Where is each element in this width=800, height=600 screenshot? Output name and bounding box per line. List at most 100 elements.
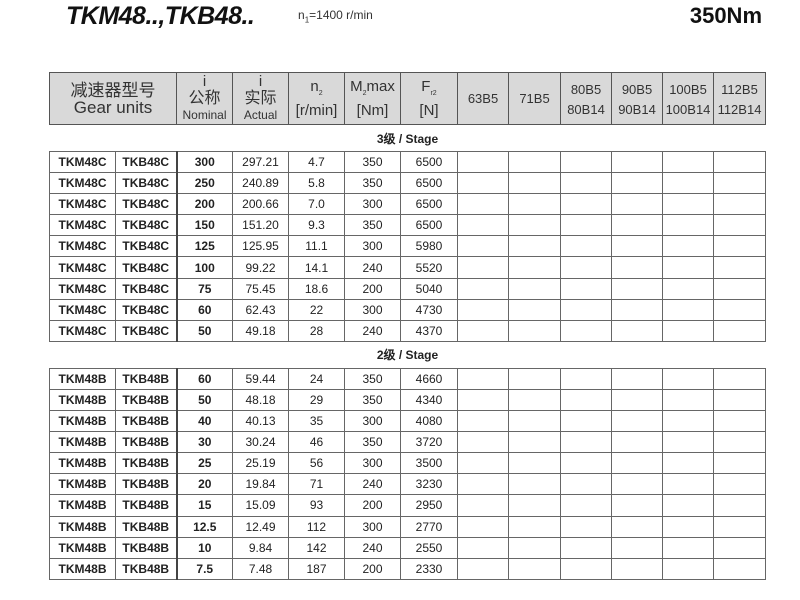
motor-cell xyxy=(662,452,714,475)
motor-cell xyxy=(713,452,766,475)
motor-cell xyxy=(560,298,612,321)
motor-cell xyxy=(457,410,509,433)
ratio-actual: 297.21 xyxy=(232,150,289,174)
ratio-nominal: 60 xyxy=(176,367,233,390)
motor-cell xyxy=(662,536,714,559)
ratio-actual: 48.18 xyxy=(232,388,289,412)
model-tkm: TKM48B xyxy=(49,452,116,475)
motor-cell xyxy=(560,431,612,454)
motor-cell xyxy=(457,431,509,454)
motor-cell xyxy=(560,557,612,580)
motor-cell xyxy=(457,557,509,580)
max-torque: 240 xyxy=(344,256,401,279)
ratio-actual: 151.20 xyxy=(232,214,289,237)
motor-cell xyxy=(560,494,612,517)
motor-cell xyxy=(662,515,714,538)
max-torque: 240 xyxy=(344,536,401,559)
motor-cell xyxy=(713,494,766,517)
output-speed: 7.0 xyxy=(288,193,345,216)
header-motor: 100B5 100B14 xyxy=(662,72,714,125)
radial-load: 6500 xyxy=(400,214,458,237)
radial-load: 4660 xyxy=(400,367,458,390)
ratio-actual: 25.19 xyxy=(232,452,289,475)
radial-load: 2330 xyxy=(400,557,458,580)
motor-cell xyxy=(508,367,561,390)
max-torque: 300 xyxy=(344,298,401,321)
output-speed: 14.1 xyxy=(288,256,345,279)
model-tkm: TKM48C xyxy=(49,150,116,174)
table-row: TKM48C TKB48C 200 200.66 7.0 300 6500 xyxy=(49,193,766,216)
model-tkb: TKB48B xyxy=(115,410,178,433)
radial-load: 6500 xyxy=(400,150,458,174)
motor-cell xyxy=(662,473,714,496)
ratio-nominal: 20 xyxy=(176,473,233,496)
output-speed: 5.8 xyxy=(288,172,345,195)
table-row: TKM48C TKB48C 100 99.22 14.1 240 5520 xyxy=(49,256,766,279)
motor-cell xyxy=(560,150,612,174)
model-tkb: TKB48B xyxy=(115,515,178,538)
radial-load: 3230 xyxy=(400,473,458,496)
radial-load: 4080 xyxy=(400,410,458,433)
ratio-actual: 9.84 xyxy=(232,536,289,559)
model-tkb: TKB48B xyxy=(115,367,178,390)
model-tkb: TKB48B xyxy=(115,557,178,580)
model-tkb: TKB48B xyxy=(115,452,178,475)
motor-cell xyxy=(508,388,561,412)
motor-cell xyxy=(560,193,612,216)
model-tkm: TKM48B xyxy=(49,536,116,559)
motor-cell xyxy=(508,235,561,258)
motor-cell xyxy=(508,473,561,496)
table-row: TKM48C TKB48C 75 75.45 18.6 200 5040 xyxy=(49,277,766,300)
motor-cell xyxy=(457,388,509,412)
output-speed: 71 xyxy=(288,473,345,496)
output-speed: 28 xyxy=(288,319,345,342)
motor-cell xyxy=(508,298,561,321)
motor-cell xyxy=(662,494,714,517)
table-row: TKM48C TKB48C 125 125.95 11.1 300 5980 xyxy=(49,235,766,258)
motor-cell xyxy=(508,256,561,279)
motor-cell xyxy=(457,536,509,559)
motor-cell xyxy=(508,319,561,342)
motor-cell xyxy=(457,319,509,342)
motor-cell xyxy=(611,172,663,195)
motor-cell xyxy=(611,557,663,580)
model-tkb: TKB48C xyxy=(115,319,178,342)
motor-cell xyxy=(713,235,766,258)
ratio-nominal: 250 xyxy=(176,172,233,195)
max-torque: 300 xyxy=(344,193,401,216)
motor-cell xyxy=(713,319,766,342)
radial-load: 2770 xyxy=(400,515,458,538)
ratio-nominal: 60 xyxy=(176,298,233,321)
ratio-nominal: 7.5 xyxy=(176,557,233,580)
ratio-actual: 40.13 xyxy=(232,410,289,433)
max-torque: 200 xyxy=(344,557,401,580)
header-motor: 63B5 xyxy=(457,72,509,125)
model-tkm: TKM48C xyxy=(49,172,116,195)
motor-cell xyxy=(713,150,766,174)
ratio-actual: 15.09 xyxy=(232,494,289,517)
motor-cell xyxy=(457,150,509,174)
motor-cell xyxy=(457,172,509,195)
header-gear-units: 减速器型号 Gear units xyxy=(49,72,177,125)
input-speed: n1=1400 r/min xyxy=(298,8,373,25)
model-tkm: TKM48B xyxy=(49,515,116,538)
ratio-nominal: 75 xyxy=(176,277,233,300)
motor-cell xyxy=(508,277,561,300)
motor-cell xyxy=(457,193,509,216)
output-speed: 9.3 xyxy=(288,214,345,237)
motor-cell xyxy=(611,277,663,300)
table-header: 减速器型号 Gear units i 公称 Nominal i 实际 Actual n2[… xyxy=(49,72,766,125)
ratio-nominal: 15 xyxy=(176,494,233,517)
output-speed: 46 xyxy=(288,431,345,454)
header-motor: 112B5 112B14 xyxy=(713,72,766,125)
motor-cell xyxy=(508,214,561,237)
model-tkm: TKM48B xyxy=(49,367,116,390)
ratio-nominal: 50 xyxy=(176,388,233,412)
model-tkb: TKB48C xyxy=(115,235,178,258)
motor-cell xyxy=(611,214,663,237)
model-tkb: TKB48C xyxy=(115,277,178,300)
output-speed: 11.1 xyxy=(288,235,345,258)
radial-load: 4370 xyxy=(400,319,458,342)
radial-load: 5040 xyxy=(400,277,458,300)
motor-cell xyxy=(560,214,612,237)
